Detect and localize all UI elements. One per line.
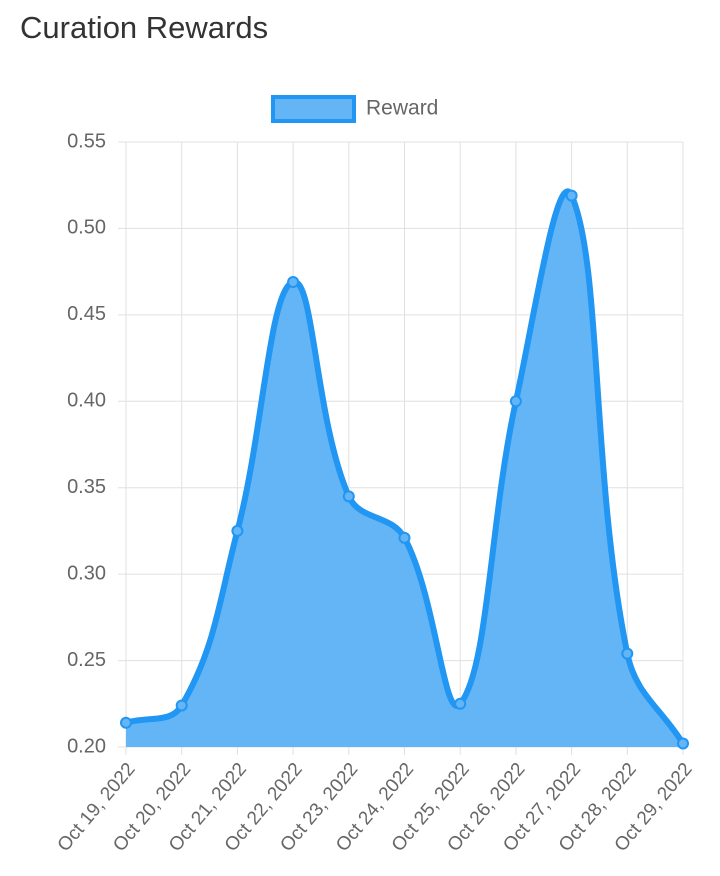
point: [231, 524, 244, 537]
y-tick-label: 0.55: [67, 130, 106, 152]
point: [120, 716, 132, 729]
y-tick-label: 0.45: [67, 303, 106, 325]
point: [342, 490, 355, 503]
point: [677, 737, 689, 750]
y-tick-label: 0.40: [67, 390, 106, 412]
point: [175, 699, 188, 712]
y-tick-label: 0.20: [67, 735, 106, 757]
point: [565, 189, 578, 202]
y-tick-label: 0.50: [67, 217, 106, 239]
y-tick-label: 0.30: [67, 562, 106, 584]
legend-swatch: [271, 95, 356, 123]
point: [454, 697, 467, 710]
point: [287, 276, 300, 289]
point: [509, 395, 522, 408]
y-tick-label: 0.35: [67, 476, 106, 498]
legend-label: Reward: [366, 97, 438, 120]
area: [126, 191, 683, 748]
y-tick-label: 0.25: [67, 649, 106, 671]
point: [398, 531, 411, 544]
chart-title: Curation Rewards: [20, 10, 268, 45]
point: [621, 647, 634, 660]
